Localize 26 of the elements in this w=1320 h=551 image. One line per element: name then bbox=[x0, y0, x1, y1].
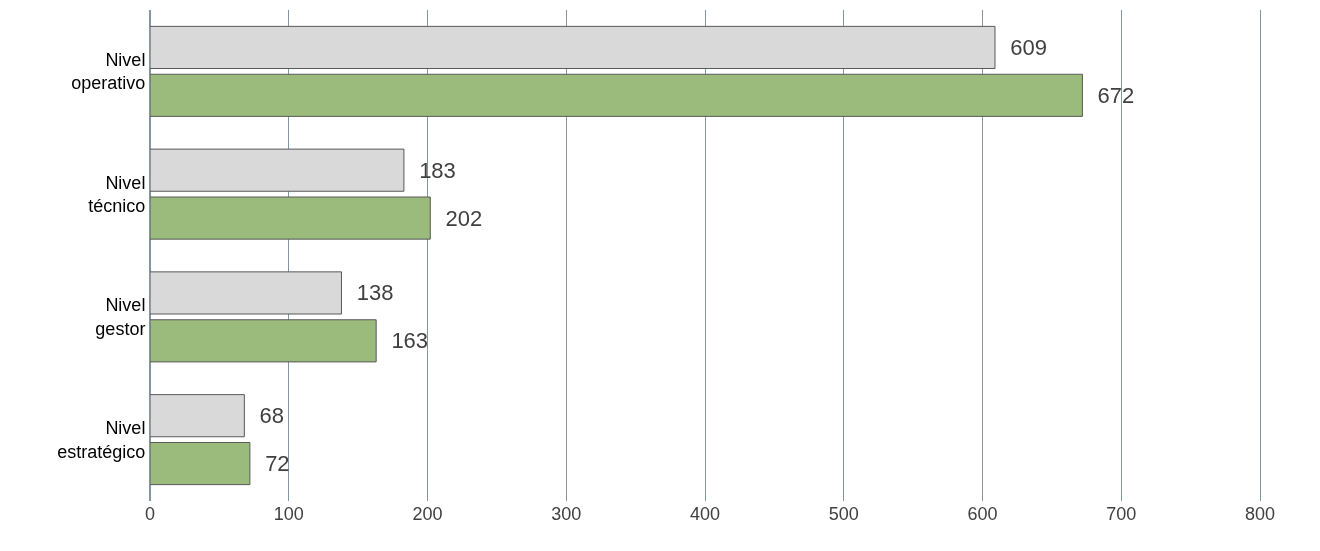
x-tick-label: 400 bbox=[689, 504, 721, 524]
bar bbox=[150, 148, 405, 192]
x-tick-label: 0 bbox=[144, 504, 156, 524]
x-tick-label: 700 bbox=[1106, 504, 1137, 524]
data-label: 163 bbox=[379, 328, 429, 354]
bar bbox=[150, 394, 245, 438]
bar bbox=[150, 73, 1083, 117]
x-tick-label: 100 bbox=[273, 504, 304, 524]
bar bbox=[150, 25, 996, 69]
y-tick-label: Nivel operativo bbox=[71, 49, 146, 94]
bar bbox=[150, 196, 431, 240]
data-label: 68 bbox=[247, 403, 285, 429]
y-tick-label: Nivel estratégico bbox=[57, 418, 146, 462]
y-tick-label: Nivel gestor bbox=[95, 295, 146, 339]
x-tick-label: 500 bbox=[828, 504, 859, 524]
x-tick-label: 200 bbox=[412, 504, 443, 524]
bar bbox=[150, 271, 342, 315]
data-label: 609 bbox=[997, 34, 1047, 60]
x-tick-label: 800 bbox=[1244, 504, 1276, 524]
data-label: 138 bbox=[344, 280, 394, 306]
data-label: 202 bbox=[433, 205, 483, 231]
x-tick-label: 600 bbox=[967, 504, 998, 524]
bar bbox=[150, 319, 377, 363]
x-tick-label: 300 bbox=[551, 504, 582, 524]
y-tick-label: Nivel técnico bbox=[88, 172, 146, 217]
bar bbox=[150, 442, 251, 486]
